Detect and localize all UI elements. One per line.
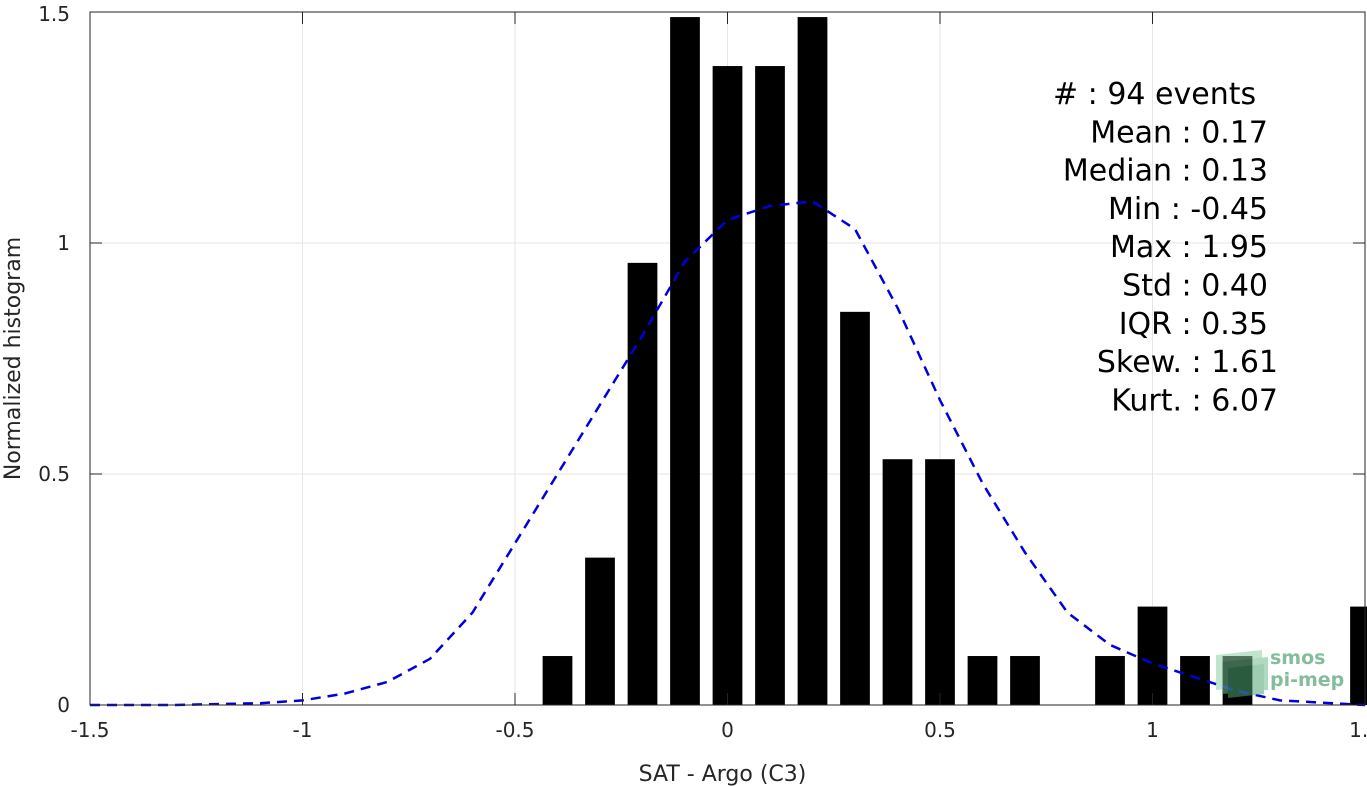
x-tick-label: 0 [721,718,734,742]
histogram-bar [967,656,998,705]
stats-line: # : 94 events [1053,77,1256,112]
histogram-bars [542,17,1367,705]
stats-line: Min : -0.45 [1108,192,1268,227]
y-tick-label: 0.5 [38,462,70,486]
histogram-bar [712,66,743,705]
x-tick-label: 0.5 [924,718,956,742]
x-tick-label: 1.5 [1349,718,1367,742]
y-axis-label: Normalized histogram [1,237,26,480]
x-tick-label: -1.5 [70,718,109,742]
histogram-bar [1180,656,1210,705]
axis-ticks [89,11,1366,706]
histogram-bar [797,17,828,705]
histogram-bar [882,459,913,705]
histogram-bar [925,459,955,705]
smos-pimep-logo: smos pi-mep [1216,647,1344,698]
stats-line: Std : 0.40 [1122,269,1268,304]
y-tick-label: 1 [57,231,70,255]
x-axis-label: SAT - Argo (C3) [639,762,807,787]
logo-text-line2: pi-mep [1270,669,1344,691]
histogram-bar [585,557,615,705]
stats-line: IQR : 0.35 [1119,307,1268,342]
y-tick-label: 0 [57,693,70,717]
x-tick-labels: -1.5 -1 -0.5 0 0.5 1 1.5 [70,718,1367,742]
x-tick-label: 1 [1146,718,1159,742]
histogram-bar [755,66,785,705]
histogram-bar [542,656,573,705]
histogram-bar [1350,606,1367,705]
stats-line: Median : 0.13 [1063,154,1268,189]
stats-line: Mean : 0.17 [1090,115,1268,150]
y-tick-labels: 0 0.5 1 1.5 [38,2,70,717]
x-tick-label: -1 [293,718,313,742]
y-tick-label: 1.5 [38,2,70,26]
histogram-bar [1010,656,1040,705]
histogram-bar [1095,656,1125,705]
stats-line: Kurt. : 6.07 [1111,383,1278,418]
logo-text-line1: smos [1270,647,1325,669]
stats-line: Max : 1.95 [1110,230,1268,265]
stats-line: Skew. : 1.61 [1097,345,1278,380]
histogram-bar [1137,606,1168,705]
logo-waves-icon [1216,650,1268,698]
x-tick-label: -0.5 [495,718,534,742]
histogram-bar [670,17,700,705]
histogram-bar [627,262,658,705]
histogram-bar [840,311,870,705]
